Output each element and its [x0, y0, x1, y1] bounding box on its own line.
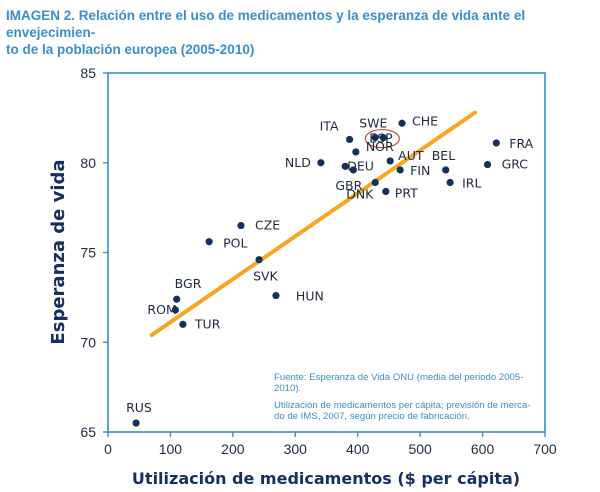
source-note-line-1: Fuente: Esperanza de Vida ONU (media del…: [274, 372, 523, 383]
point-aut: [386, 157, 394, 165]
x-tick-label-600: 600: [471, 441, 495, 457]
ims-note-line-1: Utilización de medicamentos per cápita; …: [274, 400, 530, 411]
point-label-gbr: GBR: [335, 178, 362, 193]
chart-title-line-2: to de la población europea (2005-2010): [6, 42, 255, 57]
x-tick-label-500: 500: [408, 441, 432, 457]
ims-note-line-2: do de IMS, 2007, según precio de fabrica…: [274, 411, 470, 422]
chart-title-line-1: IMAGEN 2. Relación entre el uso de medic…: [6, 8, 526, 40]
point-label-aut: AUT: [398, 148, 424, 163]
point-fin: [396, 166, 404, 174]
point-label-ita: ITA: [320, 118, 339, 133]
y-axis-title: Esperanza de vida: [48, 159, 69, 344]
point-prt: [382, 187, 390, 196]
point-cze: [237, 221, 245, 230]
x-tick-label-100: 100: [159, 441, 183, 457]
point-label-bgr: BGR: [175, 276, 202, 291]
y-tick-label-80: 80: [80, 155, 96, 171]
y-tick-label-75: 75: [80, 245, 96, 261]
point-fra: [492, 139, 500, 147]
y-tick-label-65: 65: [80, 424, 96, 440]
point-label-svk: SVK: [253, 269, 278, 284]
point-deu: [341, 162, 349, 170]
point-label-irl: IRL: [462, 175, 481, 190]
point-gbr: [349, 166, 357, 174]
point-label-hun: HUN: [296, 289, 324, 304]
point-nor: [352, 148, 360, 156]
point-bgr: [173, 295, 181, 303]
x-tick-label-0: 0: [104, 441, 112, 457]
point-rus: [132, 419, 140, 427]
x-tick-label-200: 200: [221, 441, 245, 457]
y-tick-label-85: 85: [80, 65, 96, 81]
point-nld: [317, 159, 325, 167]
x-tick-label-400: 400: [346, 441, 370, 457]
point-label-che: CHE: [412, 113, 438, 128]
point-bel: [442, 166, 450, 174]
point-tur: [179, 320, 187, 328]
source-note: Fuente: Esperanza de Vida ONU (media del…: [274, 372, 530, 422]
point-che: [398, 119, 406, 127]
point-label-nld: NLD: [285, 155, 311, 170]
point-rom: [171, 306, 180, 314]
point-label-tur: TUR: [194, 316, 221, 331]
data-points: [132, 119, 500, 427]
point-label-deu: DEU: [347, 158, 374, 173]
point-label-rus: RUS: [126, 400, 152, 415]
point-swe: [371, 134, 379, 142]
point-label-fin: FIN: [410, 163, 430, 178]
point-label-dnk: DNK: [346, 186, 374, 201]
x-tick-label-300: 300: [284, 441, 308, 457]
point-hun: [272, 291, 280, 300]
point-label-grc: GRC: [502, 157, 529, 172]
point-label-esp: ESP: [369, 131, 393, 146]
point-ita: [345, 135, 354, 144]
point-grc: [483, 160, 492, 169]
point-label-swe: SWE: [359, 116, 387, 131]
point-esp: [379, 134, 387, 142]
point-label-nor: NOR: [366, 139, 394, 154]
y-tick-label-70: 70: [80, 334, 96, 350]
point-label-pol: POL: [223, 236, 247, 251]
point-label-fra: FRA: [509, 136, 533, 151]
axis-ticks: 0 100 200 300 400 500 600 700 65 70 75 80 85: [80, 65, 556, 457]
point-dnk: [371, 178, 379, 187]
point-label-prt: PRT: [395, 185, 418, 200]
point-labels: RUS ROM BGR TUR POL CZE SVK HUN NLD ITA NOR DEU GBR S…: [126, 113, 534, 415]
point-label-rom: ROM: [147, 302, 176, 317]
chart-title: IMAGEN 2. Relación entre el uso de medic…: [6, 7, 594, 58]
point-label-cze: CZE: [255, 218, 280, 233]
point-pol: [205, 238, 213, 246]
esp-highlight-ellipse: [364, 129, 400, 149]
source-note-line-2: 2010).: [274, 383, 301, 394]
trend-line: [149, 110, 478, 338]
point-label-bel: BEL: [432, 148, 455, 163]
point-svk: [255, 256, 263, 264]
x-tick-label-700: 700: [533, 441, 557, 457]
point-irl: [446, 178, 454, 187]
x-axis-title: Utilización de medicamentos ($ per cápit…: [132, 469, 520, 488]
